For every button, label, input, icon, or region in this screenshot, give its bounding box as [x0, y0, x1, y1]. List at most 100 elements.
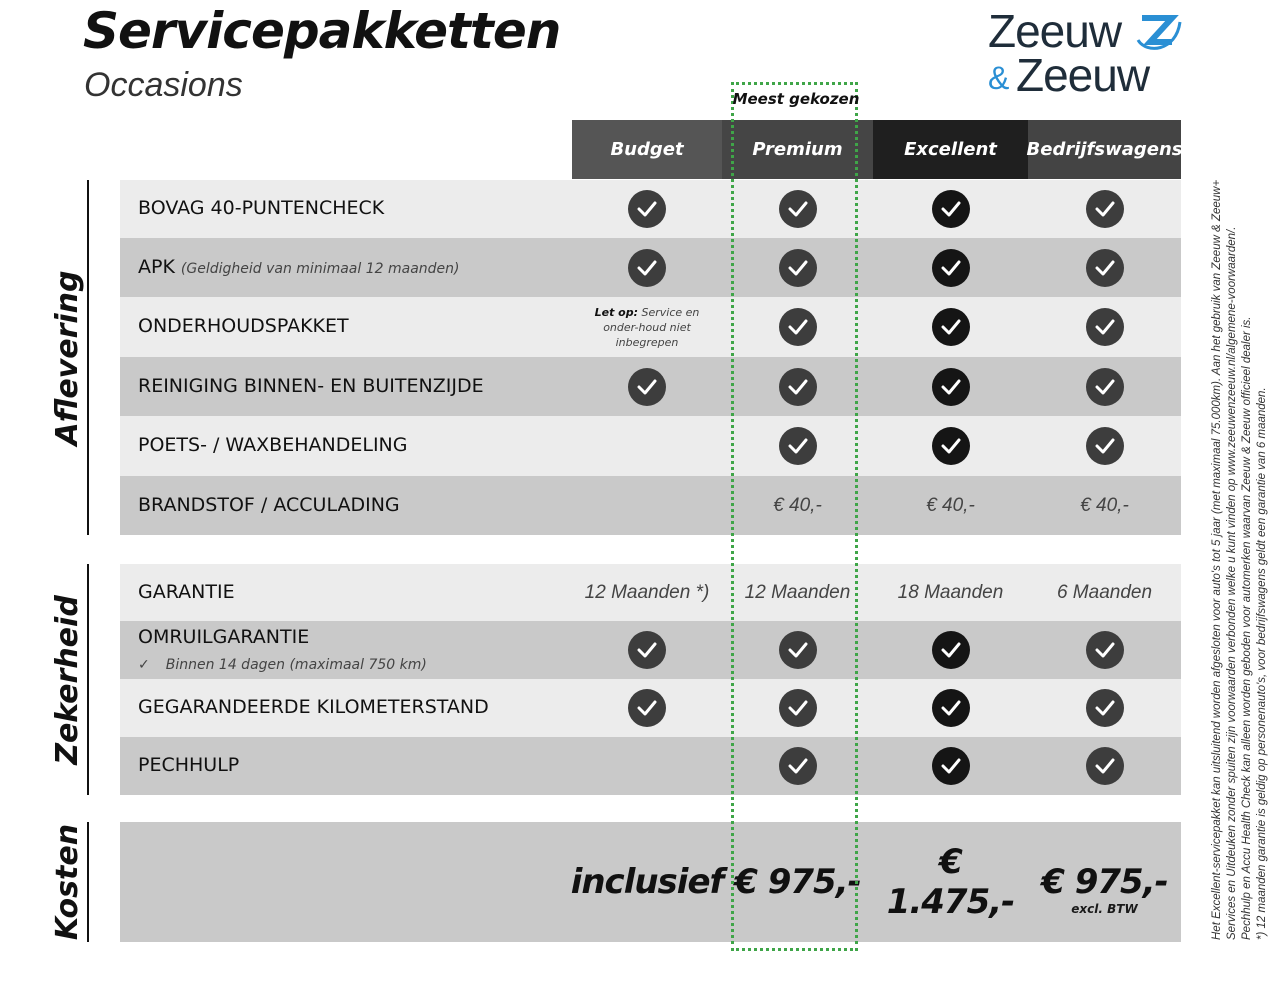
row-label-text: GEGARANDEERDE KILOMETERSTAND	[138, 696, 489, 718]
cell-premium	[722, 297, 873, 357]
cell-budget	[572, 238, 722, 297]
budget-note: Let op: Service en onder-houd niet inbeg…	[582, 305, 712, 350]
cell-excellent: € 40,-	[873, 476, 1028, 535]
page-title: Servicepakketten	[83, 2, 561, 60]
cell-premium	[722, 621, 873, 679]
section-label-zekerheid: Zekerheid	[50, 594, 85, 765]
check-circle-icon	[778, 689, 817, 727]
footnote: Services en Uitdeuken zonder spuiten zij…	[1226, 226, 1238, 940]
logo-text-1: Zeeuw	[988, 5, 1122, 57]
check-circle-icon	[931, 689, 970, 727]
cell-bedrijfswagens	[1028, 679, 1181, 737]
cell-bedrijfswagens	[1028, 238, 1181, 297]
cell-excellent	[873, 180, 1028, 238]
check-circle-icon	[931, 747, 970, 785]
check-circle-icon	[628, 248, 666, 287]
table-row: GEGARANDEERDE KILOMETERSTAND	[120, 679, 1181, 737]
column-header-bedrijfswagens: Bedrijfswagens	[1027, 120, 1183, 179]
price-value: € 975,-	[734, 862, 861, 902]
cell-value: € 40,-	[1080, 494, 1129, 516]
price-value: inclusief	[570, 862, 725, 902]
table-row: inclusief € 975,- € 1.475,- € 975,- excl. BT…	[120, 822, 1181, 942]
section-divider-line	[87, 564, 89, 795]
check-circle-icon	[628, 190, 666, 228]
check-circle-icon	[1085, 190, 1124, 228]
price-wrap: € 975,-	[734, 862, 861, 902]
section-divider-line	[87, 822, 89, 942]
price-wrap: inclusief	[570, 862, 725, 902]
check-mark-icon: ✓	[138, 657, 150, 673]
cell-budget	[572, 737, 722, 795]
cell-value: 18 Maanden	[897, 581, 1004, 603]
row-label-text: BRANDSTOF / ACCULADING	[138, 493, 400, 516]
cell-premium	[722, 238, 873, 297]
footnote: Het Excellent-servicepakket kan uitsluit…	[1211, 179, 1223, 940]
cell-budget	[572, 621, 722, 679]
column-header-budget: Budget	[572, 120, 722, 179]
row-label: POETS- / WAXBEHANDELING	[138, 434, 407, 456]
table-row: PECHHULP	[120, 737, 1181, 795]
cell-bedrijfswagens	[1028, 357, 1181, 416]
price-note: excl. BTW	[1071, 902, 1138, 916]
cell-value: 12 Maanden *)	[584, 581, 710, 603]
section-label-aflevering: Aflevering	[50, 270, 85, 445]
cell-excellent: 18 Maanden	[873, 564, 1028, 621]
cell-excellent	[873, 297, 1028, 357]
row-label: ONDERHOUDSPAKKET	[138, 315, 349, 337]
cell-premium	[722, 180, 873, 238]
check-circle-icon	[931, 427, 970, 465]
cell-bedrijfswagens	[1028, 297, 1181, 357]
cell-budget	[572, 357, 722, 416]
logo-text-2: Zeeuw	[1016, 49, 1150, 101]
column-header-premium: Premium	[722, 120, 873, 179]
check-circle-icon	[931, 248, 970, 287]
check-circle-icon	[1085, 689, 1124, 727]
logo-ampersand: &	[988, 60, 1010, 96]
cell-premium: 12 Maanden	[722, 564, 873, 621]
cell-value: € 40,-	[926, 494, 975, 516]
cell-budget	[572, 476, 722, 535]
row-label-text: GARANTIE	[138, 580, 235, 603]
logo-z-swoosh-icon	[1136, 15, 1182, 50]
cell-excellent	[873, 416, 1028, 476]
table-row: OMRUILGARANTIE ✓ Binnen 14 dagen (maximaal…	[120, 621, 1181, 679]
check-circle-icon	[1085, 427, 1124, 465]
row-label: APK (Geldigheid van minimaal 12 maanden)	[138, 256, 460, 278]
cell-bedrijfswagens	[1028, 737, 1181, 795]
cell-budget	[572, 416, 722, 476]
check-circle-icon	[628, 689, 666, 727]
cell-premium: € 975,-	[722, 822, 873, 942]
cell-bedrijfswagens	[1028, 416, 1181, 476]
cell-bedrijfswagens: € 975,- excl. BTW	[1028, 822, 1181, 942]
zeeuw-logo: Zeeuw & Zeeuw	[988, 8, 1188, 100]
footnotes: Het Excellent-servicepakket kan uitsluit…	[1210, 120, 1270, 940]
footnote: Pechhulp en Accu Health Check kan alleen…	[1241, 316, 1253, 941]
cell-excellent	[873, 679, 1028, 737]
footnote: *) 12 maanden garantie is geldig op pers…	[1256, 387, 1268, 940]
row-label: REINIGING BINNEN- EN BUITENZIJDE	[138, 375, 484, 397]
price-value: € 975,-	[1041, 862, 1168, 902]
row-sublabel-text: Binnen 14 dagen (maximaal 750 km)	[165, 657, 427, 673]
cell-bedrijfswagens: € 40,-	[1028, 476, 1181, 535]
check-circle-icon	[778, 308, 817, 346]
price-value: € 1.475,-	[886, 842, 1016, 922]
cell-excellent	[873, 621, 1028, 679]
table-row: REINIGING BINNEN- EN BUITENZIJDE	[120, 357, 1181, 416]
note-text: Service en onder-houd niet inbegrepen	[603, 305, 700, 349]
row-label: BOVAG 40-PUNTENCHECK	[138, 197, 384, 219]
check-circle-icon	[931, 190, 970, 228]
check-circle-icon	[1085, 367, 1124, 406]
note-bold: Let op:	[594, 305, 638, 319]
page-subtitle: Occasions	[84, 66, 243, 104]
row-label: GARANTIE	[138, 581, 235, 603]
table-row: BRANDSTOF / ACCULADING € 40,- € 40,- € 40,-	[120, 476, 1181, 535]
check-circle-icon	[778, 248, 817, 287]
price-wrap: € 975,- excl. BTW	[1041, 862, 1168, 916]
cell-excellent: € 1.475,-	[873, 822, 1028, 942]
cell-excellent	[873, 357, 1028, 416]
cell-budget	[572, 679, 722, 737]
cell-premium	[722, 416, 873, 476]
row-label-text: PECHHULP	[138, 754, 240, 776]
check-circle-icon	[1085, 747, 1124, 785]
cell-bedrijfswagens	[1028, 180, 1181, 238]
